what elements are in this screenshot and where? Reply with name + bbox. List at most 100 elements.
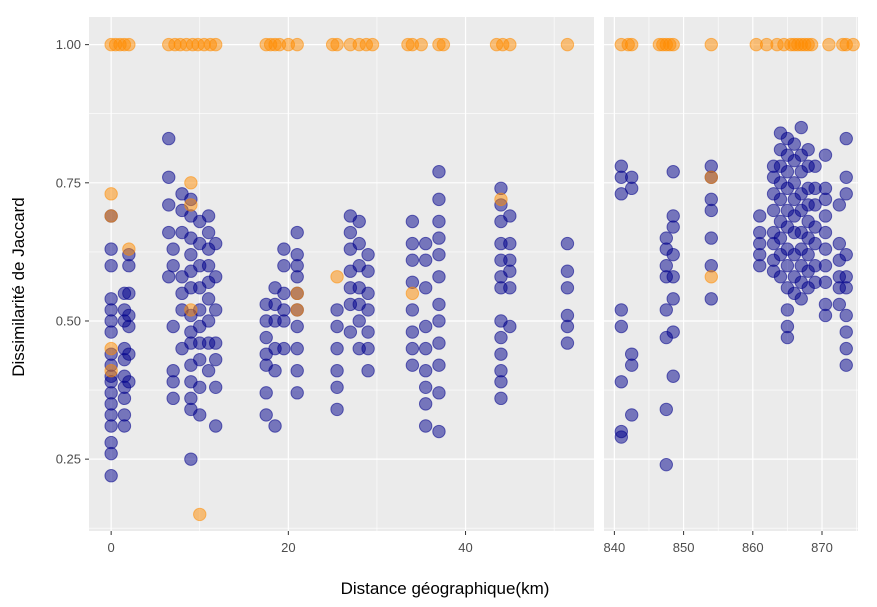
data-point-blue <box>494 375 508 389</box>
data-point-blue <box>753 225 767 240</box>
data-point-blue <box>839 270 853 284</box>
data-point-blue <box>104 397 118 411</box>
data-point-blue <box>432 231 446 245</box>
data-point-blue <box>277 259 291 273</box>
data-point-blue <box>818 297 833 312</box>
data-point-blue <box>839 247 853 262</box>
data-point-blue <box>193 352 207 367</box>
data-point-orange <box>804 37 819 52</box>
data-point-blue <box>624 181 639 196</box>
y-axis-title: Dissimilarité de Jaccard <box>9 197 28 377</box>
data-point-blue <box>208 380 223 395</box>
data-point-blue <box>503 281 517 295</box>
data-point-blue <box>808 236 822 251</box>
data-point-blue <box>162 131 176 146</box>
data-point-blue <box>166 364 180 378</box>
data-point-blue <box>418 380 433 395</box>
data-point-blue <box>614 159 629 173</box>
data-point-orange <box>193 507 207 522</box>
data-point-blue <box>560 281 575 295</box>
data-point-blue <box>503 209 517 223</box>
data-point-blue <box>818 225 833 240</box>
x-tick-label: 20 <box>281 540 295 555</box>
data-point-blue <box>418 253 433 267</box>
data-point-blue <box>624 358 639 372</box>
data-point-blue <box>494 181 508 196</box>
data-point-blue <box>268 364 282 378</box>
data-point-orange <box>405 286 420 301</box>
data-point-blue <box>753 259 767 273</box>
y-tick-label: 0.50 <box>56 313 81 328</box>
data-point-orange <box>846 37 860 52</box>
data-point-blue <box>201 225 216 240</box>
data-point-blue <box>432 192 446 207</box>
data-point-blue <box>832 198 847 212</box>
data-point-blue <box>773 231 788 245</box>
data-point-blue <box>839 308 853 323</box>
data-point-orange <box>184 198 198 212</box>
data-point-blue <box>794 120 808 135</box>
data-point-blue <box>432 336 446 350</box>
data-point-blue <box>122 259 136 273</box>
data-point-blue <box>780 165 795 179</box>
data-point-blue <box>104 314 118 328</box>
data-point-blue <box>659 303 673 317</box>
data-point-blue <box>839 341 853 356</box>
data-point-orange <box>122 37 136 52</box>
panel-left: 0 20 40 <box>89 17 594 555</box>
data-point-orange <box>104 341 118 356</box>
data-point-blue <box>104 408 118 422</box>
data-point-blue <box>503 236 517 251</box>
data-point-blue <box>290 247 304 262</box>
data-point-blue <box>418 341 433 356</box>
data-point-blue <box>659 231 673 245</box>
data-point-orange <box>208 37 223 52</box>
data-point-orange <box>704 270 718 284</box>
data-point-blue <box>162 225 176 240</box>
data-point-blue <box>104 386 118 400</box>
data-point-blue <box>801 247 815 262</box>
data-point-blue <box>832 236 847 251</box>
data-point-blue <box>659 402 673 417</box>
data-point-blue <box>704 192 718 207</box>
data-point-blue <box>614 303 629 317</box>
data-point-blue <box>494 364 508 378</box>
data-point-blue <box>666 209 680 223</box>
x-tick-label: 870 <box>811 540 833 555</box>
data-point-blue <box>184 452 198 466</box>
data-point-blue <box>343 325 358 339</box>
data-point-blue <box>405 325 420 339</box>
data-point-blue <box>361 364 375 378</box>
data-point-blue <box>104 419 118 433</box>
data-point-orange <box>666 37 680 52</box>
data-point-blue <box>277 286 291 301</box>
data-point-blue <box>818 308 833 323</box>
data-point-blue <box>290 386 304 400</box>
data-point-blue <box>405 214 420 229</box>
data-point-blue <box>560 336 575 350</box>
data-point-blue <box>624 347 639 361</box>
data-point-blue <box>166 391 180 406</box>
data-point-blue <box>259 408 273 422</box>
data-point-blue <box>839 358 853 372</box>
data-point-blue <box>201 209 216 223</box>
data-point-blue <box>839 281 853 295</box>
data-point-blue <box>839 170 853 184</box>
data-point-blue <box>208 303 223 317</box>
data-point-orange <box>184 176 198 190</box>
data-point-orange <box>822 37 836 52</box>
data-point-blue <box>832 297 847 312</box>
data-point-blue <box>201 259 216 273</box>
x-tick-label: 40 <box>458 540 472 555</box>
data-point-blue <box>418 319 433 334</box>
data-point-blue <box>432 297 446 312</box>
data-point-blue <box>361 247 375 262</box>
data-point-blue <box>659 259 673 273</box>
data-point-orange <box>290 303 304 317</box>
x-axis-title: Distance géographique(km) <box>341 579 550 598</box>
data-point-blue <box>418 364 433 378</box>
data-point-blue <box>330 341 344 356</box>
y-tick-label: 0.75 <box>56 175 81 190</box>
data-point-blue <box>277 314 291 328</box>
